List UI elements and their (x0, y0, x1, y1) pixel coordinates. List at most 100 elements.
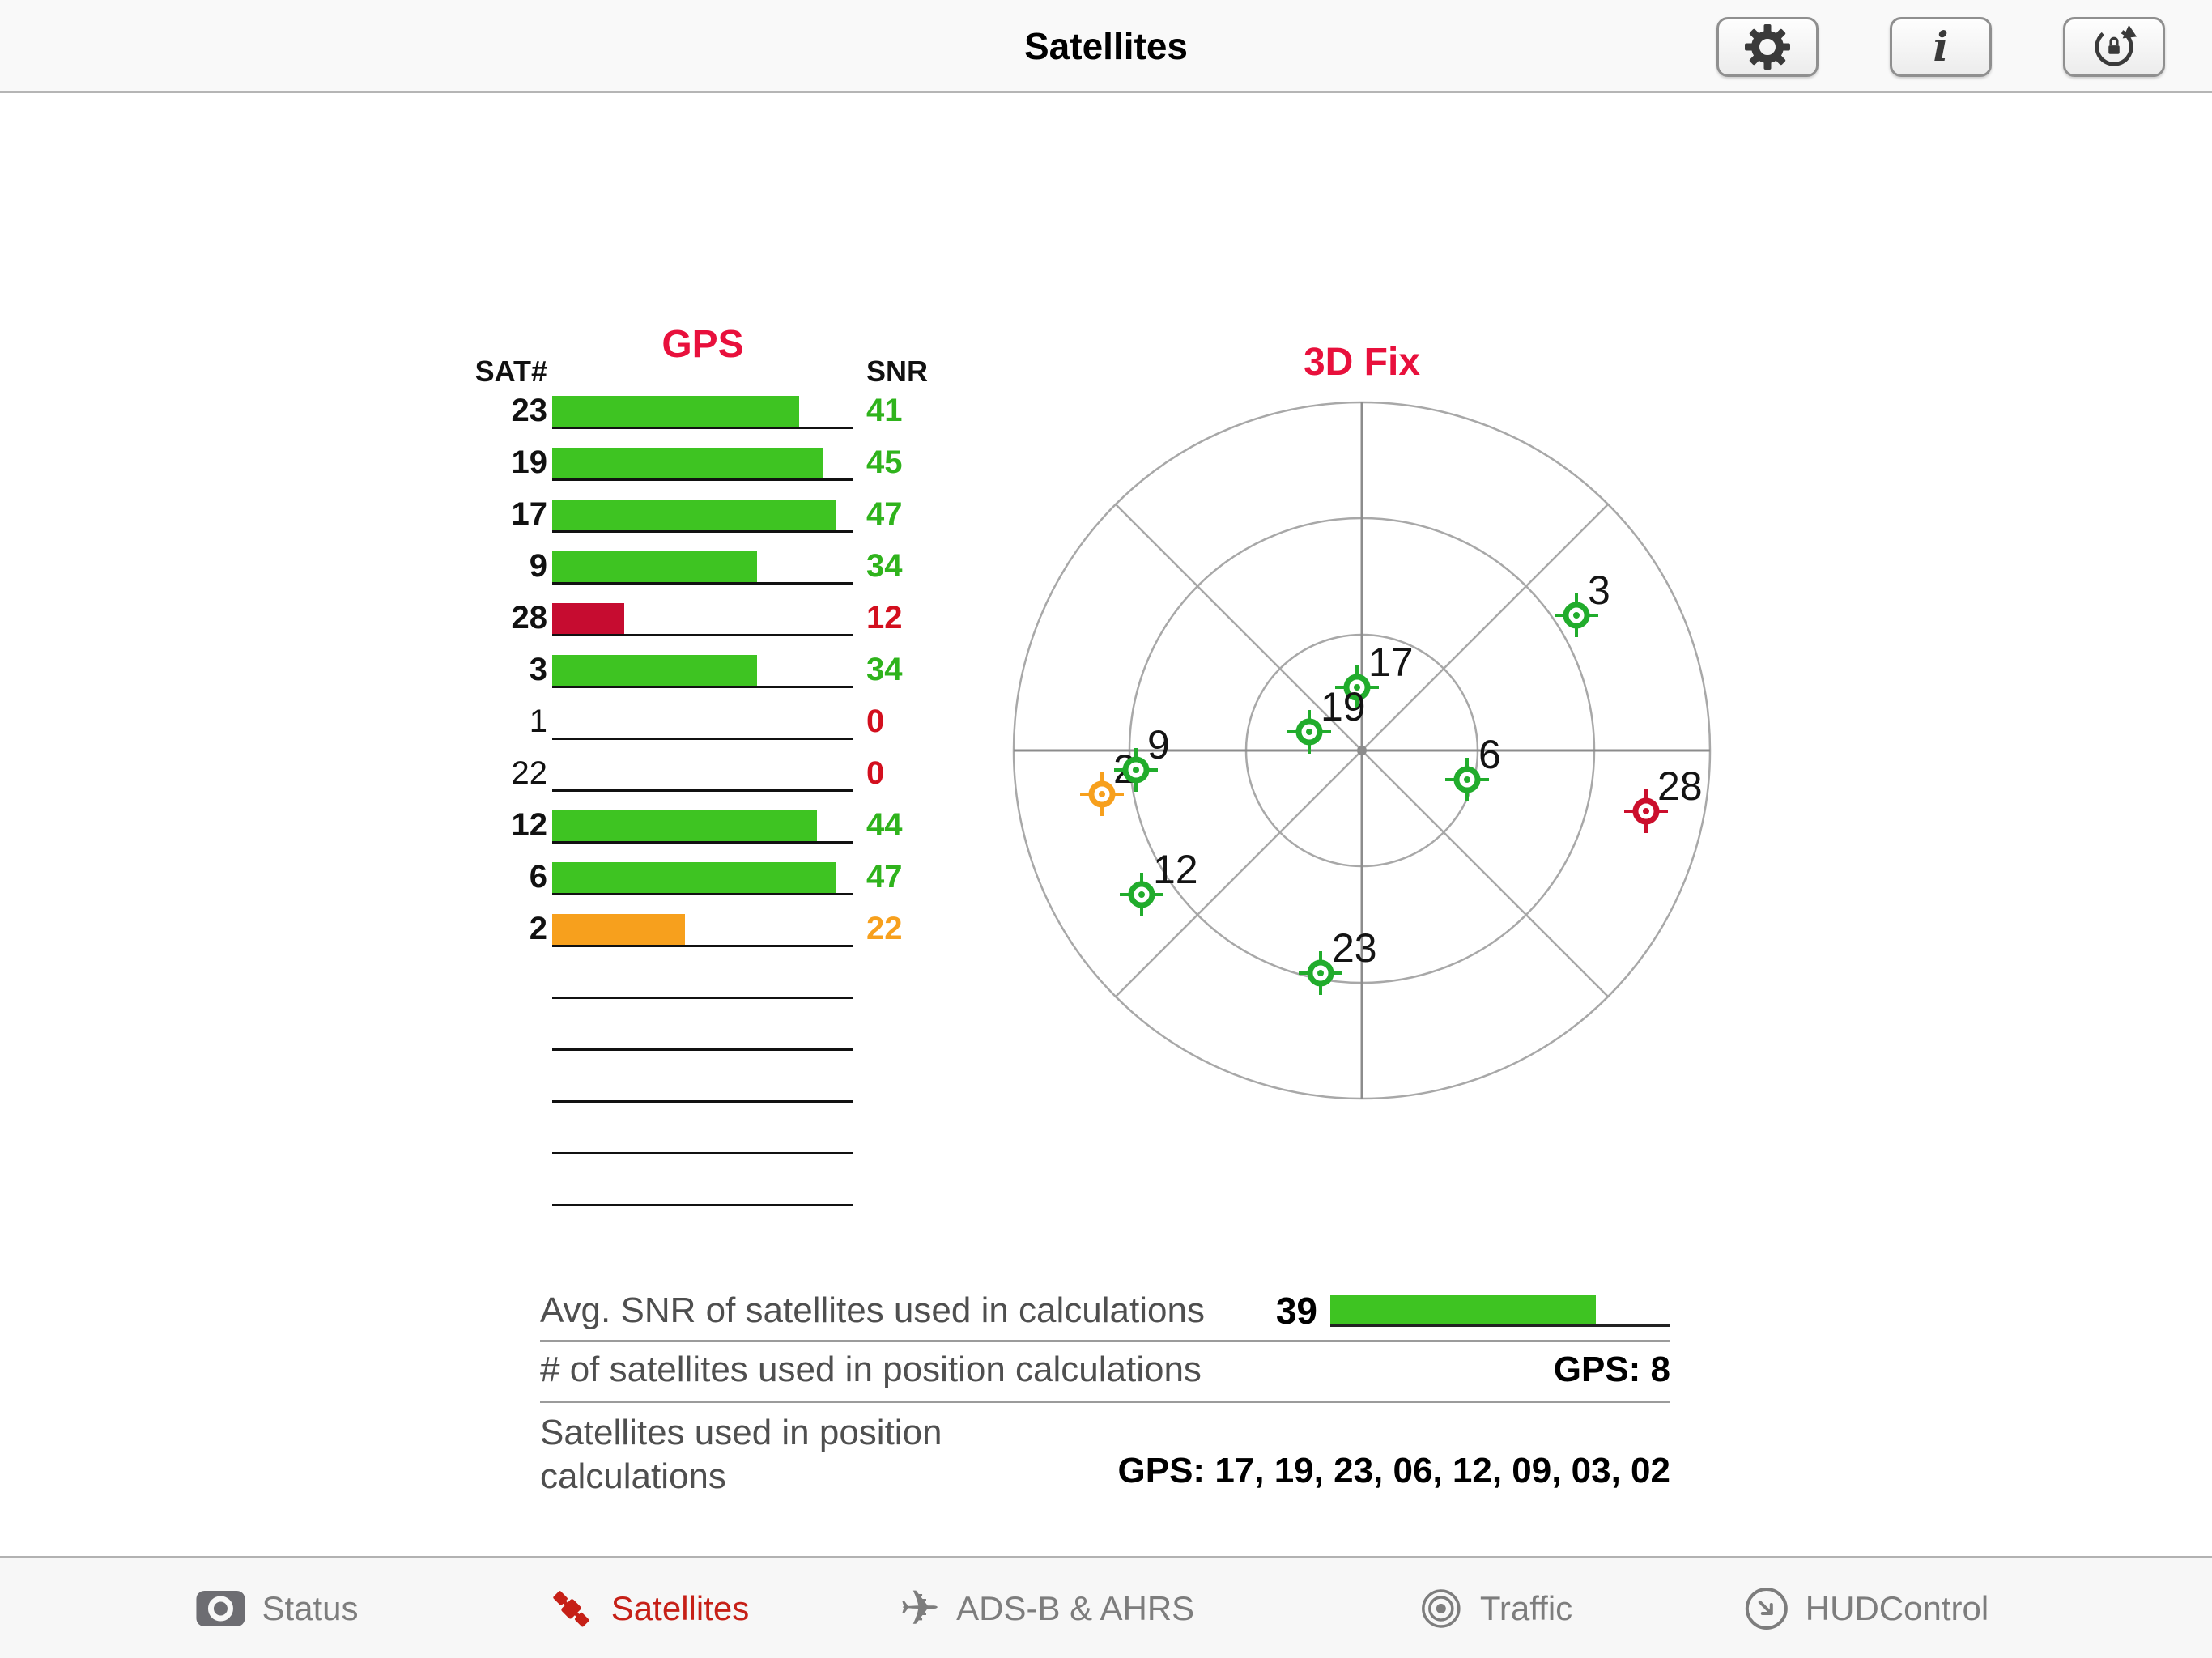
sat-number: 17 (511, 495, 548, 532)
divider (540, 1401, 1670, 1403)
snr-value (866, 1162, 955, 1214)
gps-row: 22 0 (442, 747, 960, 799)
sat-number: 3 (529, 651, 547, 687)
tab-bar: Status Satellites ✈ ADS-B & AHRS (0, 1556, 2212, 1658)
info-icon: i (1933, 22, 1949, 70)
status-icon (196, 1591, 245, 1626)
satellite-label: 19 (1321, 684, 1366, 729)
snr-value: 45 (866, 444, 903, 480)
snr-bar-track (552, 653, 853, 688)
satellite-label: 12 (1153, 847, 1198, 892)
sky-center-dot (1357, 746, 1367, 755)
top-bar: Satellites (0, 0, 2212, 93)
hud-arrow-icon (1745, 1588, 1788, 1630)
sat-number (442, 954, 547, 1006)
snr-bar-track (552, 860, 853, 895)
snr-bar (552, 862, 836, 893)
snr-bar-track (552, 912, 853, 947)
snr-bar-track (552, 704, 853, 740)
sat-number: 1 (529, 703, 547, 739)
tab-hudcontrol[interactable]: HUDControl (1744, 1558, 1989, 1658)
snr-value: 22 (866, 910, 903, 946)
sat-number (442, 1058, 547, 1110)
satellite-marker: 12 (1120, 847, 1198, 916)
snr-bar-track (552, 549, 853, 585)
tab-traffic[interactable]: Traffic (1419, 1558, 1572, 1658)
snr-bar-track (552, 808, 853, 844)
avg-snr-bar (1330, 1295, 1596, 1324)
airplane-icon: ✈ (899, 1580, 941, 1637)
gps-row (442, 1058, 960, 1110)
satellite-marker: 19 (1287, 684, 1366, 754)
snr-bar-track (552, 1067, 853, 1103)
snr-value (866, 1006, 955, 1058)
gps-snr-panel: GPS SAT# SNR 23 41 19 45 17 47 9 34 28 1… (442, 322, 960, 1221)
satellite-label: 3 (1588, 568, 1610, 613)
snr-bar (552, 551, 757, 582)
tab-satellites[interactable]: Satellites (548, 1558, 749, 1658)
tab-status[interactable]: Status (195, 1558, 359, 1658)
snr-bar (552, 603, 625, 634)
snr-bar (552, 810, 818, 841)
gps-row (442, 954, 960, 1006)
snr-value: 34 (866, 651, 903, 687)
sats-used-value: GPS: 17, 19, 23, 06, 12, 09, 03, 02 (1117, 1451, 1670, 1490)
fix-status-title: 3D Fix (1303, 341, 1421, 384)
snr-value (866, 1058, 955, 1110)
satellite-marker: 6 (1445, 732, 1501, 801)
sats-used-label: Satellites used in position calculations (540, 1413, 942, 1496)
snr-bar-track (552, 393, 853, 429)
gps-title: GPS (661, 323, 744, 366)
sat-column-header: SAT# (474, 355, 547, 388)
snr-value: 44 (866, 806, 903, 843)
tab-adsb-ahrs[interactable]: ✈ ADS-B & AHRS (900, 1558, 1194, 1658)
info-button[interactable]: i (1890, 16, 1992, 77)
sat-number: 9 (529, 547, 547, 584)
gps-row: 6 47 (442, 851, 960, 903)
sat-number: 19 (511, 444, 548, 480)
avg-snr-value: 39 (1275, 1290, 1317, 1332)
satellite-marker: 23 (1299, 925, 1377, 995)
tab-label: HUDControl (1805, 1589, 1989, 1627)
snr-value: 41 (866, 392, 903, 428)
sat-number (442, 1110, 547, 1162)
snr-bar (552, 914, 685, 945)
snr-bar-track (552, 756, 853, 792)
snr-bar-track (552, 445, 853, 481)
gps-row (442, 1110, 960, 1162)
avg-snr-track (1330, 1293, 1670, 1327)
snr-bar-track (552, 497, 853, 533)
traffic-icon (1422, 1589, 1461, 1628)
snr-value: 0 (866, 703, 885, 739)
snr-value: 47 (866, 495, 903, 532)
sat-number: 23 (511, 392, 548, 428)
sat-number: 12 (511, 806, 548, 843)
snr-value: 12 (866, 599, 903, 636)
page-title: Satellites (1024, 24, 1188, 67)
snr-value (866, 1110, 955, 1162)
sat-number (442, 1162, 547, 1214)
gps-row: 17 47 (442, 488, 960, 540)
sat-count-value: GPS: 8 (1553, 1350, 1670, 1389)
satellite-marker: 2 (1080, 746, 1136, 816)
sat-number: 22 (511, 755, 548, 791)
gps-row: 2 22 (442, 903, 960, 954)
gps-row: 3 34 (442, 644, 960, 695)
snr-bar (552, 396, 800, 427)
settings-button[interactable] (1716, 16, 1819, 77)
gps-row: 28 12 (442, 592, 960, 644)
snr-value (866, 954, 955, 1006)
rotation-lock-button[interactable] (2063, 16, 2165, 77)
snr-bar-track (552, 1015, 853, 1051)
snr-bar (552, 655, 757, 686)
gps-rows: 23 41 19 45 17 47 9 34 28 12 3 34 (442, 385, 960, 1214)
satellite-icon (553, 1591, 589, 1627)
gear-icon (1745, 23, 1790, 70)
snr-bar (552, 448, 823, 478)
divider (540, 1340, 1670, 1342)
gps-row (442, 1006, 960, 1058)
gps-row: 19 45 (442, 436, 960, 488)
gps-row: 23 41 (442, 385, 960, 436)
